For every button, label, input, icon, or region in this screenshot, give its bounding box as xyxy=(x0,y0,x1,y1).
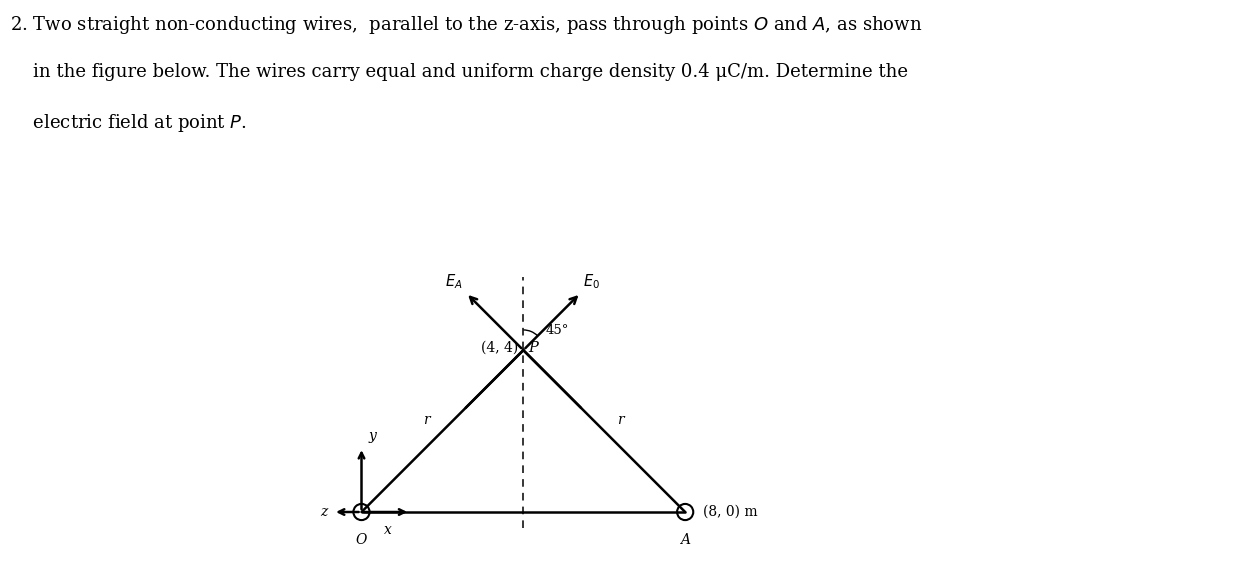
Text: in the figure below. The wires carry equal and uniform charge density 0.4 μC/m. : in the figure below. The wires carry equ… xyxy=(10,63,909,81)
Text: electric field at point $P$.: electric field at point $P$. xyxy=(10,112,247,133)
Text: r: r xyxy=(423,413,429,427)
Text: x: x xyxy=(384,523,392,537)
Text: $E_A$: $E_A$ xyxy=(444,272,462,291)
Text: 45°: 45° xyxy=(545,324,569,337)
Text: (4, 4): (4, 4) xyxy=(482,341,518,355)
Text: z: z xyxy=(319,505,327,519)
Text: y: y xyxy=(368,429,377,443)
Text: (8, 0) m: (8, 0) m xyxy=(704,505,758,519)
Text: P: P xyxy=(528,341,538,355)
Text: A: A xyxy=(680,533,690,547)
Text: r: r xyxy=(617,413,624,427)
Text: $E_0$: $E_0$ xyxy=(583,272,599,291)
Text: O: O xyxy=(356,533,367,547)
Text: 2. Two straight non-conducting wires,  parallel to the z-axis, pass through poin: 2. Two straight non-conducting wires, pa… xyxy=(10,14,922,36)
